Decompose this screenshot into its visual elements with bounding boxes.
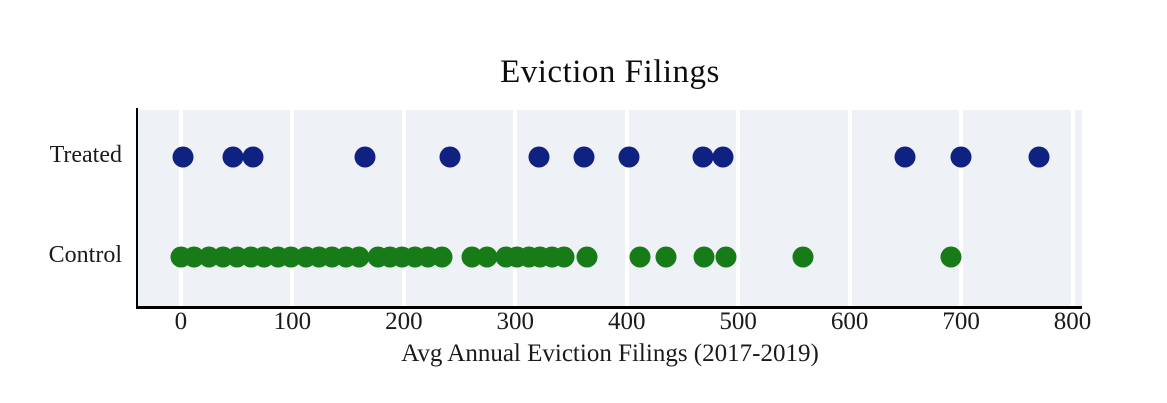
y-label-control: Control bbox=[48, 242, 122, 269]
gridline-x-500 bbox=[736, 110, 741, 306]
data-point-treated bbox=[172, 146, 194, 168]
x-tick-label-800: 800 bbox=[1053, 308, 1092, 335]
gridline-x-300 bbox=[513, 110, 518, 306]
x-tick-label-100: 100 bbox=[273, 308, 312, 335]
x-tick-label-400: 400 bbox=[607, 308, 646, 335]
data-point-control bbox=[431, 246, 453, 268]
data-point-control bbox=[715, 246, 737, 268]
data-point-treated bbox=[242, 146, 264, 168]
data-point-treated bbox=[692, 146, 713, 168]
y-label-treated: Treated bbox=[49, 142, 122, 169]
gridline-x-200 bbox=[401, 110, 406, 306]
data-point-treated bbox=[712, 146, 734, 168]
gridline-x-400 bbox=[624, 110, 629, 306]
data-point-control bbox=[693, 246, 715, 268]
data-point-control bbox=[576, 246, 598, 268]
x-tick-label-700: 700 bbox=[942, 308, 980, 335]
x-tick-label-500: 500 bbox=[719, 308, 757, 335]
data-point-treated bbox=[222, 146, 244, 168]
x-tick-label-600: 600 bbox=[830, 308, 869, 335]
gridline-x-600 bbox=[847, 110, 852, 306]
gridline-x-700 bbox=[959, 110, 964, 306]
data-point-treated bbox=[354, 146, 376, 168]
data-point-treated bbox=[618, 146, 640, 168]
data-point-control bbox=[940, 246, 962, 268]
y-axis: Treated Control bbox=[0, 110, 130, 306]
gridline-x-100 bbox=[290, 110, 295, 306]
y-axis-spine bbox=[136, 108, 138, 309]
data-point-treated bbox=[1028, 146, 1050, 168]
data-point-treated bbox=[573, 146, 595, 168]
data-point-control bbox=[655, 246, 677, 268]
x-axis-title: Avg Annual Eviction Filings (2017-2019) bbox=[401, 340, 819, 367]
data-point-treated bbox=[439, 146, 460, 168]
x-axis-spine bbox=[136, 306, 1082, 309]
x-tick-label-200: 200 bbox=[385, 308, 423, 335]
data-point-control bbox=[476, 246, 498, 268]
chart-title: Eviction Filings bbox=[500, 54, 720, 90]
data-point-treated bbox=[950, 146, 972, 168]
data-point-control bbox=[348, 246, 370, 268]
plot-area bbox=[136, 108, 1082, 309]
data-point-treated bbox=[894, 146, 916, 168]
data-point-control bbox=[792, 246, 814, 268]
gridline-x-0 bbox=[178, 110, 183, 306]
data-point-control bbox=[629, 246, 651, 268]
data-point-treated bbox=[528, 146, 550, 168]
data-point-control bbox=[553, 246, 575, 268]
x-tick-label-0: 0 bbox=[174, 308, 188, 335]
x-tick-label-300: 300 bbox=[496, 308, 535, 335]
gridline-x-800 bbox=[1070, 110, 1075, 306]
x-axis: 0 100 200 300 400 500 600 700 800 bbox=[138, 308, 1092, 340]
